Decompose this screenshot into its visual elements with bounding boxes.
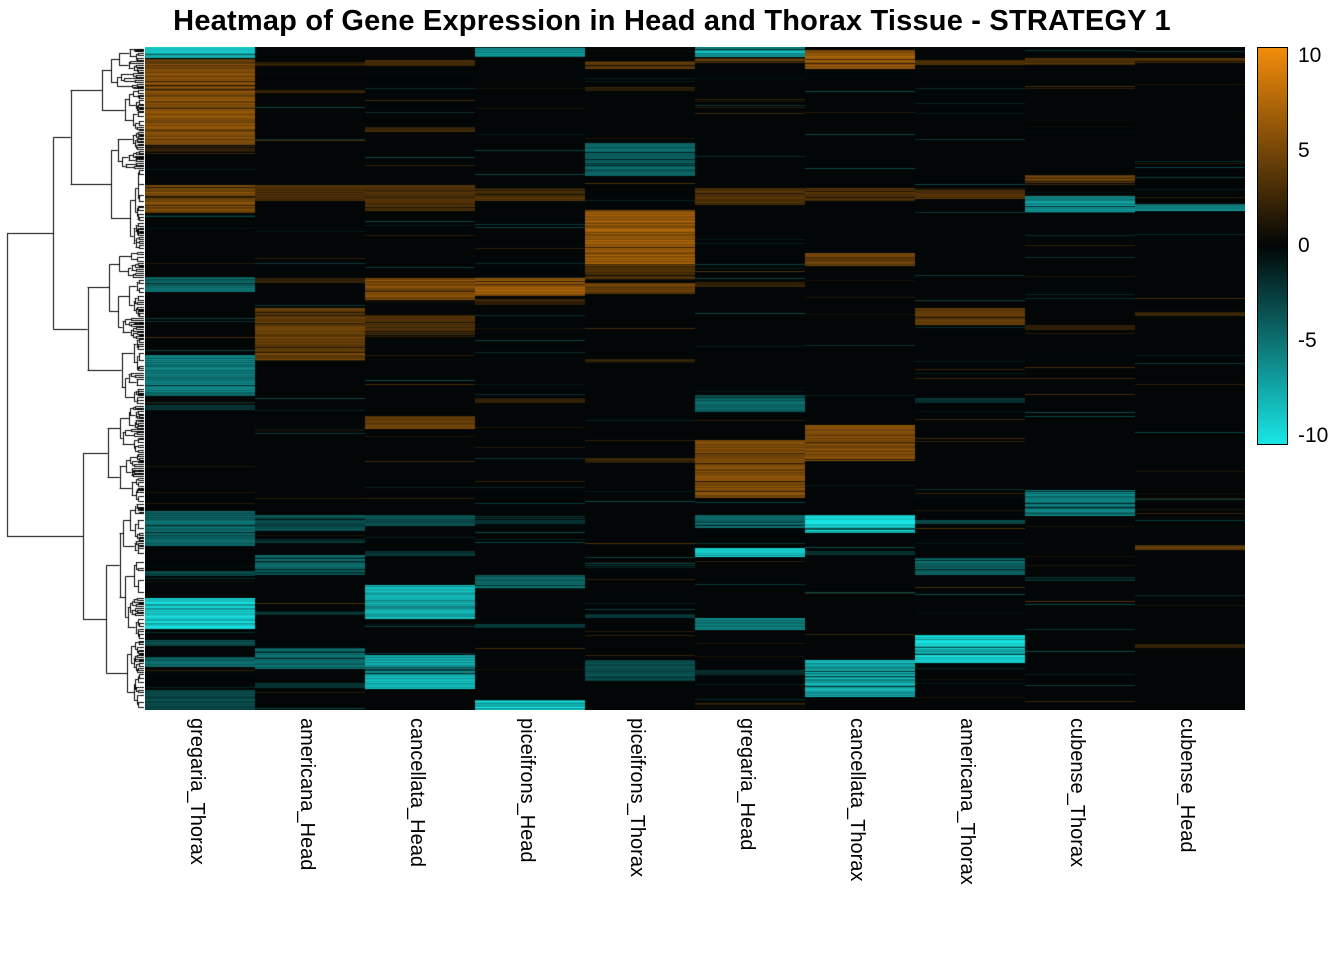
column-label-text: gregaria_Head (736, 718, 758, 851)
colorbar-tick-label: -10 (1298, 423, 1329, 447)
column-label-text: cancellata_Head (406, 718, 428, 867)
column-label-text: americana_Head (296, 718, 318, 871)
colorbar-tick-label: -5 (1298, 328, 1317, 352)
column-label-text: piceifrons_Thorax (626, 718, 648, 877)
column-label-text: americana_Thorax (956, 718, 978, 885)
colorbar-tick-label: 0 (1298, 234, 1310, 257)
chart-title: Heatmap of Gene Expression in Head and T… (173, 5, 1171, 37)
column-label-text: cancellata_Thorax (846, 718, 868, 882)
row-dendrogram (6, 47, 145, 710)
colorbar (1257, 47, 1288, 445)
column-label-text: cubense_Thorax (1066, 718, 1088, 867)
heatmap-canvas (145, 47, 1245, 710)
column-label-text: gregaria_Thorax (186, 718, 208, 865)
colorbar-tick-label: 10 (1298, 44, 1322, 68)
colorbar-tick-label: 5 (1298, 139, 1310, 163)
column-label-text: cubense_Head (1176, 718, 1198, 853)
column-label-text: piceifrons_Head (516, 718, 538, 863)
